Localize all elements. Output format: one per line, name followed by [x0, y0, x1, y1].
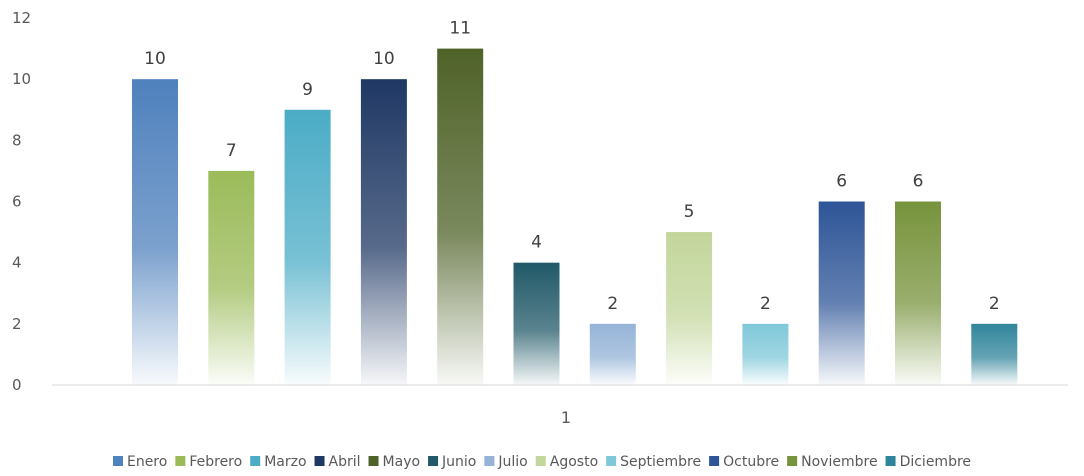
data-label: 9	[302, 80, 313, 100]
legend-label: Julio	[497, 454, 527, 470]
bar-diciembre	[971, 323, 1018, 385]
y-tick-label: 4	[12, 254, 22, 272]
data-label: 7	[226, 141, 237, 161]
legend-label: Junio	[441, 454, 476, 470]
data-label: 6	[913, 172, 924, 192]
bar-mayo	[437, 48, 484, 385]
legend-swatch	[428, 456, 439, 466]
legend-swatch	[484, 456, 495, 466]
legend-item: Agosto	[535, 454, 598, 470]
bar-octubre	[818, 201, 865, 385]
legend-swatch	[535, 456, 546, 466]
legend-item: Junio	[428, 454, 476, 470]
bar-agosto	[666, 232, 713, 385]
legend-swatch	[175, 456, 186, 466]
legend-item: Enero	[112, 454, 167, 470]
y-tick-label: 6	[12, 193, 22, 211]
data-label: 5	[684, 202, 695, 222]
y-tick-label: 8	[12, 131, 22, 149]
data-label: 2	[989, 294, 1000, 314]
legend-item: Septiembre	[606, 454, 701, 470]
y-tick-label: 0	[12, 376, 22, 394]
legend-swatch	[606, 456, 617, 466]
data-label: 10	[373, 49, 395, 69]
bar-julio	[589, 323, 636, 385]
data-labels: 10 7 9 10 11 4 2 5 2 6 6 2	[144, 19, 1000, 314]
legend-label: Noviembre	[801, 454, 877, 470]
legend-item: Mayo	[368, 454, 421, 470]
y-tick-label: 12	[12, 9, 31, 27]
legend-item: Febrero	[175, 454, 242, 470]
legend-label: Diciembre	[900, 454, 971, 470]
legend-item: Noviembre	[787, 454, 878, 470]
legend-label: Marzo	[264, 454, 306, 470]
legend-label: Abril	[329, 454, 361, 470]
y-tick-label: 10	[12, 70, 31, 88]
y-tick-label: 2	[12, 315, 22, 333]
bar-marzo	[284, 109, 331, 385]
legend-swatch	[112, 456, 123, 466]
x-axis: 1	[52, 384, 1068, 427]
legend-swatch	[885, 456, 896, 466]
legend-swatch	[709, 456, 720, 466]
y-axis: 0 2 4 6 8 10 12	[12, 9, 31, 394]
legend-item: Diciembre	[885, 454, 971, 470]
legend-label: Mayo	[383, 454, 421, 470]
data-label: 2	[760, 294, 771, 314]
bar-noviembre	[895, 201, 941, 385]
legend-item: Octubre	[709, 454, 779, 470]
legend: Enero Febrero Marzo Abril Mayo Junio Julio Agos…	[112, 454, 971, 470]
legend-label: Octubre	[723, 454, 779, 470]
legend-swatch	[368, 456, 379, 466]
bar-septiembre	[742, 323, 789, 385]
legend-swatch	[314, 456, 325, 466]
legend-label: Febrero	[189, 454, 242, 470]
bar-abril	[360, 79, 407, 386]
data-label: 4	[531, 233, 542, 253]
bar-junio	[513, 262, 560, 385]
legend-item: Julio	[484, 454, 528, 470]
legend-item: Abril	[314, 454, 361, 470]
bar-enero	[132, 79, 178, 386]
data-label: 6	[836, 172, 847, 192]
data-label: 10	[144, 49, 166, 69]
bar-febrero	[208, 170, 255, 385]
data-label: 2	[607, 294, 618, 314]
data-label: 11	[449, 19, 471, 39]
bars	[132, 48, 1018, 386]
legend-label: Enero	[127, 454, 167, 470]
legend-swatch	[250, 456, 261, 466]
x-category-label: 1	[561, 408, 571, 427]
legend-label: Agosto	[550, 454, 598, 470]
legend-swatch	[787, 456, 798, 466]
legend-item: Marzo	[250, 454, 307, 470]
legend-label: Septiembre	[620, 454, 701, 470]
